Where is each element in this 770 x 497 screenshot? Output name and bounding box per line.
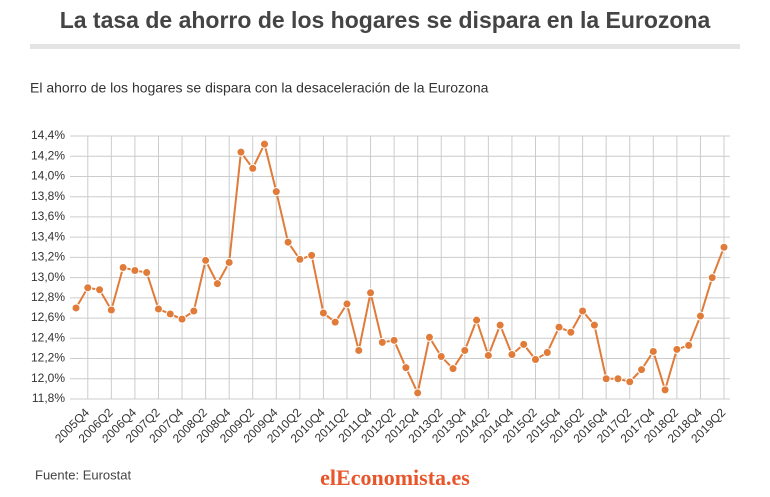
point: [212, 279, 222, 289]
point: [318, 308, 328, 318]
point: [554, 322, 564, 332]
y-tick-label: 14,4%: [31, 128, 65, 142]
point: [106, 305, 116, 315]
y-tick-label: 12,0%: [31, 371, 65, 385]
point: [165, 309, 175, 319]
point: [354, 345, 364, 355]
point: [118, 263, 128, 272]
y-tick-label: 12,8%: [31, 290, 65, 304]
y-tick-label: 12,2%: [31, 351, 65, 365]
y-tick-label: 13,4%: [31, 229, 65, 243]
point: [637, 365, 647, 375]
point: [424, 332, 434, 342]
y-tick-label: 12,4%: [31, 330, 65, 344]
point: [601, 374, 611, 384]
point: [189, 306, 199, 316]
point: [507, 349, 517, 359]
point: [578, 306, 588, 316]
point: [413, 388, 423, 398]
point: [625, 377, 635, 387]
point: [448, 364, 458, 374]
point: [295, 254, 305, 264]
point: [472, 315, 482, 325]
point: [648, 346, 658, 356]
point: [95, 285, 105, 295]
point: [389, 335, 399, 345]
y-tick-label: 14,0%: [31, 169, 65, 183]
point: [460, 345, 470, 355]
point: [153, 304, 163, 314]
point: [260, 139, 270, 149]
chart-title: La tasa de ahorro de los hogares se disp…: [60, 7, 711, 33]
y-tick-label: 11,8%: [32, 391, 65, 405]
point: [248, 163, 258, 173]
point: [613, 374, 623, 384]
point: [566, 327, 576, 337]
line: [75, 141, 725, 397]
source: Fuente: Eurostat: [35, 467, 131, 482]
point: [224, 257, 234, 267]
title-rule: [30, 44, 740, 49]
point: [330, 317, 340, 327]
point: [83, 283, 93, 293]
y-tick-label: 12,6%: [31, 310, 65, 324]
point: [436, 352, 446, 362]
point: [707, 273, 717, 283]
point: [519, 339, 529, 349]
point: [377, 337, 387, 347]
point: [672, 344, 682, 354]
point: [342, 299, 352, 309]
point: [483, 351, 493, 361]
point: [71, 303, 81, 313]
point: [130, 266, 140, 276]
point: [695, 311, 705, 321]
point: [401, 363, 411, 373]
point: [271, 187, 281, 197]
subtitle: El ahorro de los hogares se dispara con …: [30, 80, 489, 96]
point: [236, 147, 246, 157]
point: [660, 385, 670, 395]
point: [684, 340, 694, 350]
y-tick-label: 13,2%: [31, 250, 65, 264]
point: [542, 347, 552, 357]
point: [201, 255, 211, 265]
point: [719, 242, 729, 252]
brand-logo: elEconomista.es: [320, 465, 470, 490]
y-tick-label: 13,8%: [31, 189, 65, 203]
y-tick-label: 13,0%: [31, 270, 65, 284]
point: [177, 314, 187, 324]
y-tick-label: 14,2%: [31, 148, 65, 162]
point: [142, 268, 152, 278]
y-tick-label: 13,6%: [31, 209, 65, 223]
point: [283, 237, 293, 247]
point: [366, 288, 376, 298]
point: [589, 320, 599, 330]
point: [495, 320, 505, 330]
point: [307, 250, 317, 260]
point: [530, 355, 540, 365]
